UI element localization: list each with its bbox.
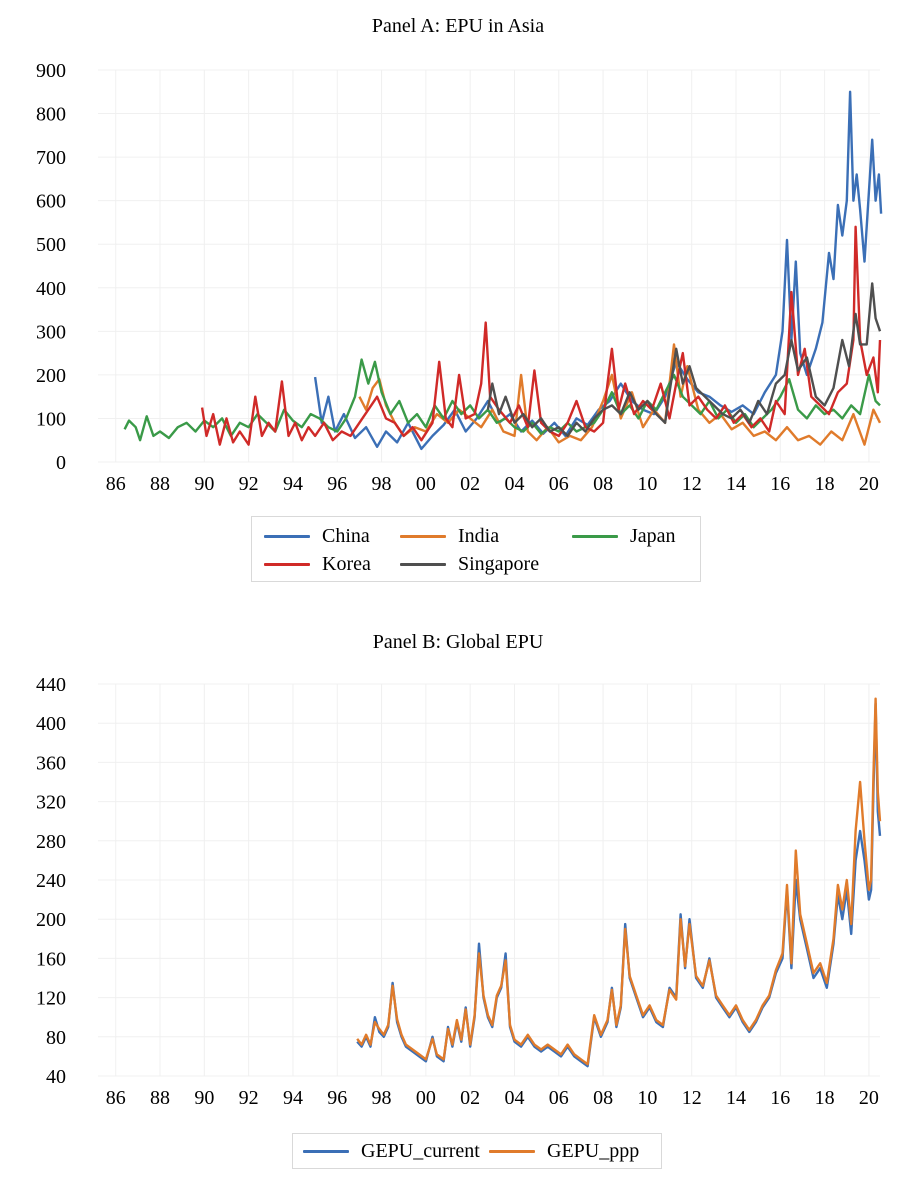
- panel-a-grid: [98, 69, 880, 463]
- panel-b-y-tick-label: 320: [36, 792, 66, 814]
- legend-item-india: India: [400, 523, 499, 549]
- panel-a-x-tick-label: 04: [504, 473, 524, 495]
- panel-b-x-tick-label: 00: [416, 1087, 436, 1109]
- panel-a-x-tick-label: 10: [637, 473, 657, 495]
- panel-b-x-tick-label: 14: [726, 1087, 746, 1109]
- legend-item-china: China: [264, 523, 370, 549]
- panel-b-x-tick-label: 92: [239, 1087, 259, 1109]
- panel-a-y-tick-label: 500: [36, 234, 66, 256]
- legend-swatch-india: [400, 534, 446, 538]
- panel-a-x-tick-label: 96: [327, 473, 347, 495]
- panel-a-x-tick-label: 16: [770, 473, 790, 495]
- panel-b-y-tick-label: 120: [36, 988, 66, 1010]
- legend-label-china: China: [322, 524, 370, 547]
- legend-label-singapore: Singapore: [458, 552, 540, 575]
- panel-b-y-tick-label: 40: [46, 1066, 66, 1088]
- panel-a-y-tick-label: 200: [36, 365, 66, 387]
- panel-b-y-tick-label: 200: [36, 909, 66, 931]
- legend-item-gepu-ppp: GEPU_ppp: [489, 1138, 639, 1164]
- legend-swatch-gepu-ppp: [489, 1149, 535, 1153]
- panel-a-series-korea: [200, 225, 882, 446]
- panel-a-x-tick-label: 90: [194, 473, 214, 495]
- panel-b-title: Panel B: Global EPU: [372, 631, 544, 653]
- panel-b-x-tick-label: 16: [770, 1087, 790, 1109]
- panel-a-y-tick-label: 800: [36, 104, 66, 126]
- panel-b-series-group: [356, 697, 882, 1068]
- panel-a-series-japan: [123, 358, 881, 442]
- panel-b-x-tick-label: 90: [194, 1087, 214, 1109]
- panel-b-series-gepu-ppp: [356, 697, 882, 1066]
- panel-b-x-tick-label: 08: [593, 1087, 613, 1109]
- panel-a-x-tick-label: 20: [859, 473, 879, 495]
- legend-label-japan: Japan: [630, 524, 676, 547]
- panel-a-x-tick-label: 18: [815, 473, 835, 495]
- panel-a-y-tick-label: 100: [36, 408, 66, 430]
- panel-b-x-tick-label: 04: [504, 1087, 524, 1109]
- panel-a-y-tick-label: 900: [36, 60, 66, 82]
- panel-b-x-tick-label: 98: [372, 1087, 392, 1109]
- panel-b-x-tick-label: 86: [106, 1087, 126, 1109]
- panel-a-x-tick-label: 94: [283, 473, 303, 495]
- panel-b-x-tick-label: 96: [327, 1087, 347, 1109]
- legend-label-gepu-current: GEPU_current: [361, 1139, 480, 1162]
- panel-a-x-tick-label: 00: [416, 473, 436, 495]
- panel-a-title: Panel A: EPU in Asia: [371, 15, 545, 37]
- panel-a-y-tick-label: 700: [36, 147, 66, 169]
- panel-b: Panel B: Global EPU 40 80 120 160 200 240 280 3…: [0, 620, 916, 1178]
- panel-a-y-tick-label: 400: [36, 278, 66, 300]
- legend-swatch-korea: [264, 562, 310, 566]
- panel-a-series-singapore: [486, 282, 882, 438]
- panel-b-x-tick-label: 02: [460, 1087, 480, 1109]
- panel-a-series-china: [313, 90, 883, 451]
- panel-b-x-tick-label: 20: [859, 1087, 879, 1109]
- legend-swatch-singapore: [400, 562, 446, 566]
- panel-b-grid: [98, 683, 880, 1077]
- legend-item-gepu-current: GEPU_current: [303, 1138, 480, 1164]
- legend-item-japan: Japan: [572, 523, 676, 549]
- panel-a-x-tick-label: 06: [549, 473, 569, 495]
- panel-a-x-tick-label: 88: [150, 473, 170, 495]
- legend-label-gepu-ppp: GEPU_ppp: [547, 1139, 640, 1162]
- panel-b-legend: GEPU_current GEPU_ppp: [292, 1133, 662, 1169]
- legend-swatch-japan: [572, 534, 618, 538]
- panel-b-y-tick-label: 360: [36, 752, 66, 774]
- panel-b-x-tick-label: 10: [637, 1087, 657, 1109]
- panel-a-x-tick-label: 86: [106, 473, 126, 495]
- panel-a-x-tick-label: 98: [372, 473, 392, 495]
- panel-b-y-tick-label: 240: [36, 870, 66, 892]
- panel-a-series-group: [123, 90, 883, 451]
- panel-b-y-tick-label: 400: [36, 713, 66, 735]
- panel-b-x-tick-label: 12: [682, 1087, 702, 1109]
- legend-label-india: India: [458, 524, 500, 547]
- legend-swatch-gepu-current: [303, 1149, 349, 1153]
- legend-label-korea: Korea: [322, 552, 371, 575]
- panel-a-y-tick-label: 0: [56, 452, 66, 474]
- legend-item-korea: Korea: [264, 551, 371, 577]
- panel-b-x-tick-label: 18: [815, 1087, 835, 1109]
- panel-b-y-tick-label: 80: [46, 1027, 66, 1049]
- panel-a-y-tick-label: 300: [36, 321, 66, 343]
- panel-a-x-tick-label: 12: [682, 473, 702, 495]
- panel-a-legend: China India Japan Korea Singapore: [251, 516, 701, 582]
- panel-a-x-tick-label: 08: [593, 473, 613, 495]
- legend-swatch-china: [264, 534, 310, 538]
- panel-b-y-tick-label: 280: [36, 831, 66, 853]
- panel-a: Panel A: EPU in Asia 0 100 200 300 400 500 600…: [36, 15, 883, 582]
- panel-a-x-tick-label: 14: [726, 473, 746, 495]
- panel-a-x-tick-label: 92: [239, 473, 259, 495]
- panel-a-y-tick-label: 600: [36, 191, 66, 213]
- legend-item-singapore: Singapore: [400, 551, 539, 577]
- panel-b-x-tick-label: 88: [150, 1087, 170, 1109]
- panel-b-y-tick-label: 160: [36, 948, 66, 970]
- panel-b-y-tick-label: 440: [36, 674, 66, 696]
- panel-a-x-tick-label: 02: [460, 473, 480, 495]
- panel-b-x-tick-label: 94: [283, 1087, 303, 1109]
- panel-b-x-tick-label: 06: [549, 1087, 569, 1109]
